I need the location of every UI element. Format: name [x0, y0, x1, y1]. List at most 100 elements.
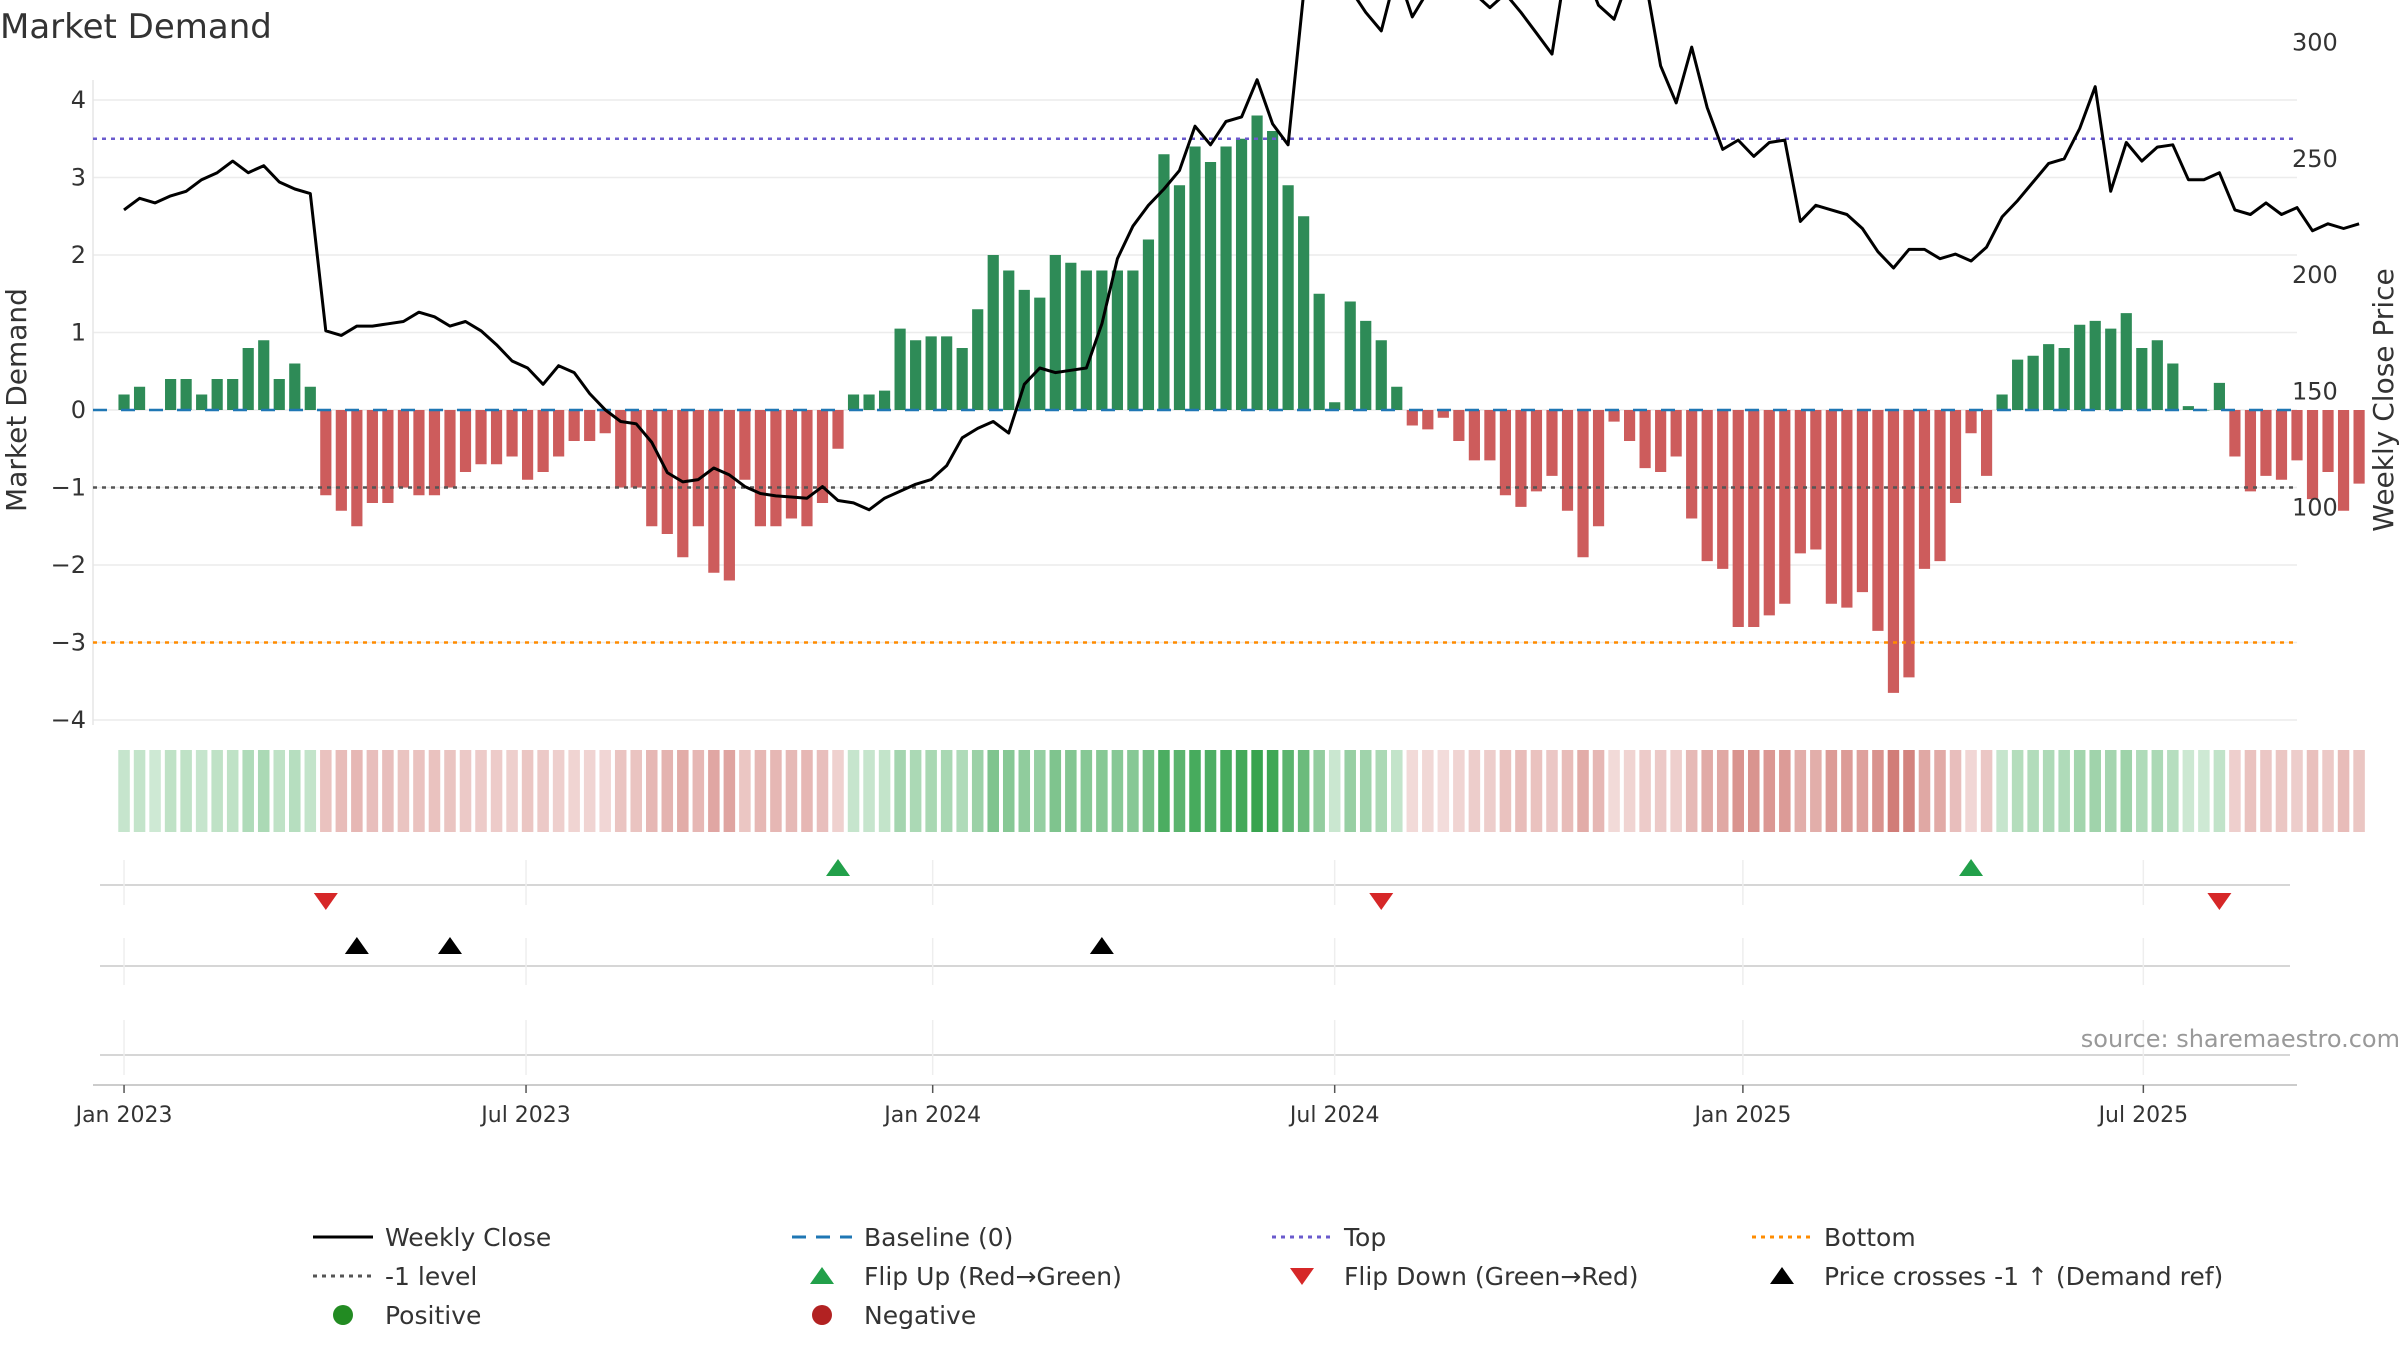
demand-bar [863, 394, 875, 410]
weekly-close-line-group [123, 0, 2360, 512]
strip-cell [1080, 750, 1093, 832]
strip-cell [2275, 750, 2288, 832]
demand-bar [1220, 146, 1232, 410]
strip-cell [599, 750, 611, 832]
demand-bar [366, 410, 378, 503]
demand-bar [1965, 410, 1977, 434]
demand-bar [444, 410, 456, 488]
strip-cell [646, 750, 658, 832]
strip-cell [708, 750, 720, 832]
strip-cell [1484, 750, 1496, 832]
demand-bar [1779, 410, 1791, 604]
demand-bar [133, 386, 146, 410]
strip-cell [1748, 750, 1760, 832]
strip-cell [2058, 750, 2070, 832]
strip-cell [661, 750, 674, 832]
strip-cell [909, 750, 922, 832]
demand-bar [1608, 410, 1620, 422]
strip-cell [2198, 750, 2210, 832]
demand-bar [475, 410, 487, 465]
strip-cell [1406, 750, 1419, 832]
strip-cell [2120, 750, 2133, 832]
demand-bar [972, 309, 984, 410]
demand-bar [2244, 410, 2257, 492]
legend-label: Weekly Close [385, 1223, 551, 1252]
demand-bar [708, 410, 720, 573]
source-note: source: sharemaestro.com [2081, 1025, 2400, 1053]
strip-cell [1949, 750, 1962, 832]
strip-cell [2104, 750, 2117, 832]
demand-bar [1096, 270, 1108, 410]
flip-down-marker [2207, 893, 2232, 910]
demand-bar [1934, 410, 1946, 562]
demand-bar [646, 410, 658, 527]
demand-bar [537, 410, 549, 472]
demand-bar [1918, 410, 1931, 569]
strip-cell [149, 750, 161, 832]
strip-cell [770, 750, 782, 832]
strip-cell [1763, 750, 1776, 832]
strip-cell [2244, 750, 2257, 832]
legend-item: -1 level [313, 1262, 477, 1291]
demand-bar [1856, 410, 1868, 593]
strip-cell [335, 750, 348, 832]
demand-bar [584, 410, 596, 441]
strip-cell [583, 750, 596, 832]
strip-cell [1158, 750, 1170, 832]
strip-cell [242, 750, 254, 832]
strip-cell [366, 750, 379, 832]
demand-bars [118, 115, 2365, 693]
demand-bar [2275, 410, 2288, 480]
strip-cell [1654, 750, 1667, 832]
price-cross-marker [344, 937, 369, 954]
weekly-close-line [123, 0, 2360, 512]
demand-bar [1546, 410, 1558, 476]
demand-bar [925, 336, 937, 410]
strip-cell [413, 750, 425, 832]
flip-up-marker [1959, 859, 1984, 876]
strip-cell [1841, 750, 1853, 832]
strip-cell [1701, 750, 1713, 832]
demand-bar [754, 410, 766, 527]
demand-bar [227, 379, 239, 410]
strip-cell [940, 750, 953, 832]
demand-bar [1903, 410, 1915, 678]
strip-cell [2353, 750, 2365, 832]
legend-item: Price crosses -1 ↑ (Demand ref) [1770, 1262, 2223, 1291]
demand-bar [382, 410, 394, 503]
strip-cell [816, 750, 829, 832]
legend-item: Baseline (0) [792, 1223, 1013, 1252]
demand-bar [1717, 410, 1729, 569]
demand-bar [2322, 410, 2334, 472]
strip-cell [677, 750, 689, 832]
demand-bar [1034, 297, 1046, 410]
demand-bar [1996, 394, 2008, 410]
demand-bar [1267, 131, 1279, 410]
demand-bar [1313, 293, 1325, 410]
strip-cell [1391, 750, 1403, 832]
legend-label: Flip Down (Green→Red) [1344, 1262, 1639, 1291]
strip-cell [1592, 750, 1605, 832]
left-tick-label: −4 [51, 706, 86, 734]
demand-bar [118, 394, 130, 410]
strip-cell [506, 750, 518, 832]
demand-bar [2213, 382, 2225, 410]
demand-bar [428, 410, 441, 496]
strip-cell [1918, 750, 1931, 832]
demand-bar [1189, 146, 1201, 410]
demand-bar [2043, 344, 2055, 410]
x-axis: Jan 2023 Jul 2023 Jan 2024 Jul 2024 Jan 2025… [74, 1084, 2297, 1128]
demand-bar [211, 379, 223, 410]
demand-bar [878, 390, 891, 410]
strip-cell [2089, 750, 2101, 832]
left-axis-label: Market Demand [0, 288, 33, 512]
strip-cell [1142, 750, 1155, 832]
legend-item: Flip Up (Red→Green) [810, 1262, 1122, 1291]
strip-cell [1685, 750, 1698, 832]
demand-bar [273, 379, 285, 410]
strip-cell [1546, 750, 1558, 832]
demand-bar [1530, 410, 1543, 492]
demand-bar [816, 410, 829, 503]
strip-cell [1716, 750, 1729, 832]
strip-cell [971, 750, 984, 832]
